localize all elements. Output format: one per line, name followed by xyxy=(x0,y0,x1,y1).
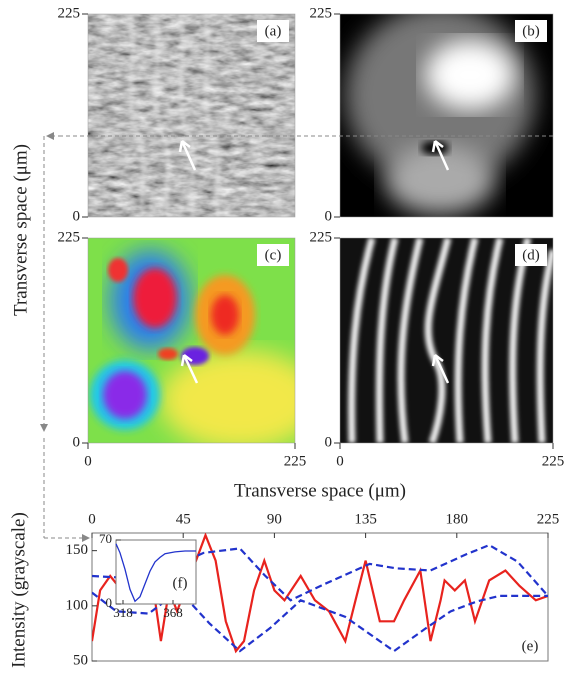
y-tick-label: 70 xyxy=(99,531,112,546)
plot-area xyxy=(115,539,197,605)
panel-b-image xyxy=(340,14,553,217)
y-axis-label: Transverse space (μm) xyxy=(10,144,31,316)
y-tick-label: 0 xyxy=(73,434,81,450)
y-tick-label: 0 xyxy=(325,434,333,450)
x-tick-label: 318 xyxy=(113,605,133,620)
panel-label: (b) xyxy=(522,23,540,39)
panel-a-image xyxy=(88,14,295,217)
panel-label: (e) xyxy=(522,638,539,654)
panel-label: (f) xyxy=(173,575,188,591)
x-axis-label: Transverse space (μm) xyxy=(234,480,406,501)
panel-label: (a) xyxy=(265,23,282,39)
panel-label: (d) xyxy=(522,247,540,263)
label-box xyxy=(257,20,289,42)
y-tick-label: 225 xyxy=(310,5,333,21)
label-box xyxy=(257,244,289,266)
y-axis-label: Intensity (grayscale) xyxy=(8,512,29,668)
panel-c-image xyxy=(88,238,295,443)
x-tick-label: 0 xyxy=(84,453,92,469)
y-tick-label: 100 xyxy=(66,597,89,613)
panel-d-image xyxy=(340,238,553,443)
label-box xyxy=(515,20,547,42)
panel-frame xyxy=(87,13,296,218)
data-line xyxy=(115,543,196,603)
connector xyxy=(40,132,553,542)
y-tick-label: 0 xyxy=(73,208,81,224)
panel-frame xyxy=(87,237,296,444)
x-tick-label: 0 xyxy=(336,453,344,469)
y-tick-label: 225 xyxy=(310,229,333,245)
series-group xyxy=(115,543,196,603)
y-tick-label: 0 xyxy=(106,595,113,610)
label-box xyxy=(515,244,547,266)
x-tick-label: 180 xyxy=(446,511,469,527)
data-line xyxy=(92,588,548,653)
y-tick-label: 50 xyxy=(73,652,88,668)
y-tick-label: 225 xyxy=(58,5,81,21)
y-tick-label: 225 xyxy=(58,229,81,245)
x-tick-label: 225 xyxy=(542,453,565,469)
x-tick-label: 90 xyxy=(267,511,282,527)
x-tick-label: 225 xyxy=(537,511,560,527)
x-tick-label: 45 xyxy=(176,511,191,527)
x-tick-label: 135 xyxy=(354,511,377,527)
x-tick-label: 0 xyxy=(88,511,96,527)
x-tick-label: 368 xyxy=(163,605,183,620)
y-tick-label: 150 xyxy=(66,542,89,558)
x-tick-label: 225 xyxy=(284,453,307,469)
data-line xyxy=(92,533,548,654)
y-tick-label: 0 xyxy=(325,208,333,224)
panel-label: (c) xyxy=(265,247,282,263)
panel-frame xyxy=(339,13,554,218)
panel-frame xyxy=(339,237,554,444)
